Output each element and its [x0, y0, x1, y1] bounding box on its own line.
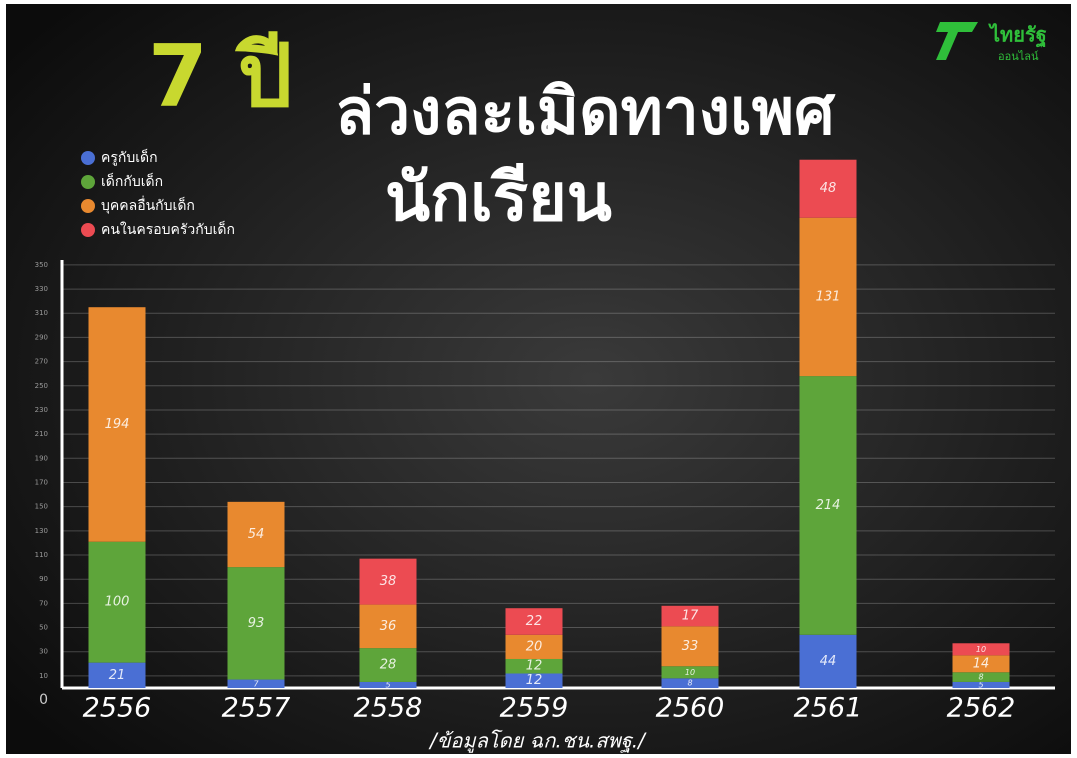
legend-label: บุคคลอื่นกับเด็ก: [101, 196, 195, 214]
data-label: 22: [526, 614, 543, 629]
data-label: 28: [380, 658, 397, 673]
bar-segment: [359, 604, 417, 649]
bar-segment: [799, 159, 857, 218]
y-tick-label: 170: [35, 478, 48, 486]
logo-icon: [936, 22, 978, 60]
data-label: 10: [976, 645, 986, 654]
title: ล่วงละเมิดทางเพศ: [335, 76, 836, 150]
data-label: 48: [820, 181, 837, 196]
data-label: 5: [385, 680, 390, 689]
bar-segment: [227, 501, 285, 568]
data-label: 38: [380, 574, 397, 589]
bar-segment: [661, 678, 719, 688]
data-label: 93: [248, 616, 265, 631]
x-tick-label: 2556: [83, 693, 152, 724]
bar-segment: [799, 217, 857, 377]
data-label: 10: [685, 668, 695, 677]
data-label: 8: [687, 679, 692, 688]
data-label: 8: [978, 673, 983, 682]
bar-segment: [799, 376, 857, 635]
bar-segment: [359, 558, 417, 605]
data-label: 14: [973, 656, 990, 671]
y-tick-label: 250: [35, 382, 48, 390]
legend-label: ครูกับเด็ก: [101, 148, 158, 166]
data-label: 7: [253, 679, 259, 688]
data-label: 214: [816, 498, 841, 513]
y-tick-label: 10: [39, 672, 48, 680]
bar-segment: [359, 681, 417, 688]
y-tick-label: 150: [35, 503, 48, 511]
subtitle: นักเรียน: [385, 159, 612, 236]
legend-label: คนในครอบครัวกับเด็ก: [101, 220, 235, 238]
bar-segment: [227, 679, 285, 688]
bar-segment: [661, 605, 719, 627]
bar-segment: [505, 608, 563, 635]
x-tick-label: 2560: [656, 693, 725, 724]
data-label: 194: [105, 417, 130, 432]
bar-segment: [88, 541, 146, 663]
y-tick-label: 310: [35, 309, 48, 317]
data-label: 5: [978, 680, 983, 689]
x-tick-label: 2561: [794, 693, 863, 724]
title-number: 7 ปี: [148, 26, 292, 126]
data-label: 17: [682, 609, 699, 624]
y-tick-label: 290: [35, 333, 48, 341]
bar-segment: [952, 672, 1010, 682]
data-label: 21: [109, 668, 126, 683]
legend-label: เด็กกับเด็ก: [101, 172, 163, 190]
bar-segment: [359, 648, 417, 682]
source: /ข้อมูลโดย ฉก.ชน.สพฐ./: [428, 729, 647, 754]
y-tick-label: 110: [35, 551, 48, 559]
y-tick-label: 30: [39, 648, 48, 656]
legend-swatch: [81, 199, 95, 213]
bar-segment: [505, 658, 563, 674]
logo-name: ไทยรัฐ: [988, 23, 1047, 49]
data-label: 33: [682, 639, 699, 654]
y-tick-label: 130: [35, 527, 48, 535]
y-tick-label: 0: [39, 692, 48, 708]
x-tick-label: 2557: [222, 693, 291, 724]
bar-segment: [661, 666, 719, 679]
data-label: 44: [820, 654, 837, 669]
y-tick-label: 50: [39, 624, 48, 632]
bar-segment: [952, 681, 1010, 688]
data-label: 12: [526, 673, 543, 688]
bar-segment: [88, 307, 146, 542]
x-tick-label: 2559: [500, 693, 569, 724]
y-tick-label: 270: [35, 358, 48, 366]
y-tick-label: 190: [35, 454, 48, 462]
y-tick-label: 210: [35, 430, 48, 438]
y-tick-label: 90: [39, 575, 48, 583]
data-label: 100: [105, 595, 130, 610]
bar-segment: [505, 673, 563, 688]
y-tick-label: 230: [35, 406, 48, 414]
data-label: 54: [248, 527, 265, 542]
data-label: 12: [526, 659, 543, 674]
bar-segment: [227, 567, 285, 680]
bar-segment: [505, 634, 563, 659]
bar-segment: [952, 643, 1010, 656]
y-tick-label: 70: [39, 599, 48, 607]
bar-segment: [799, 634, 857, 688]
legend-swatch: [81, 223, 95, 237]
legend-swatch: [81, 175, 95, 189]
data-label: 131: [816, 289, 841, 304]
bar-segment: [661, 626, 719, 667]
data-label: 36: [380, 619, 397, 634]
data-label: 20: [526, 639, 543, 654]
bar-segment: [952, 655, 1010, 673]
x-tick-label: 2558: [354, 693, 423, 724]
legend-swatch: [81, 151, 95, 165]
bar-segment: [88, 662, 146, 688]
x-tick-label: 2562: [947, 693, 1016, 724]
logo-tagline: ออนไลน์: [998, 50, 1039, 63]
y-tick-label: 350: [35, 261, 48, 269]
y-tick-label: 330: [35, 285, 48, 293]
